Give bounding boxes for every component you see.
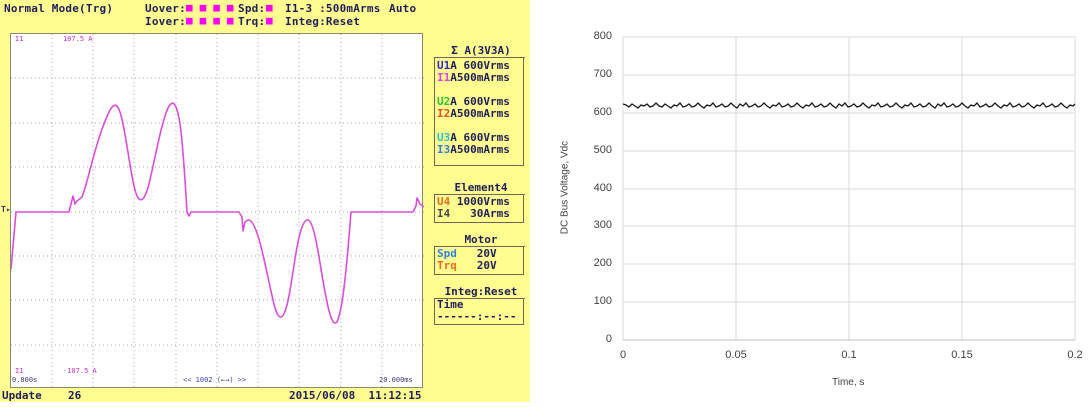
element4-box: U4 1000Vrms I4 30Arms (433, 194, 525, 223)
y-tick-200: 200 (593, 257, 612, 269)
sigma-row-i1: I1A500mArms (437, 72, 521, 84)
spd-indicator: ■ (266, 1, 273, 14)
y-tick-400: 400 (593, 182, 612, 194)
i4-range: 30Arms (450, 207, 510, 220)
sigma-row-u1: U1A 600Vrms (437, 60, 521, 72)
motor-title: Motor (464, 233, 498, 246)
x-tick-0-2: 0.2 (1067, 349, 1083, 361)
uover-indicator: ■ ■ ■ ■ (186, 1, 234, 14)
sigma-title: Σ A(3V3A) (451, 44, 511, 57)
u2-channel-label: U2 (437, 95, 451, 108)
i1-range: A500mArms (450, 71, 510, 84)
y-tick-700: 700 (593, 68, 612, 80)
oscilloscope-screen: Normal Mode(Trg) Uover: ■ ■ ■ ■ Spd: ■ I… (0, 0, 530, 402)
motor-row-trq: Trq 20V (437, 260, 521, 272)
y-tick-300: 300 (593, 219, 612, 231)
top-scale-value: 107.5 A (63, 35, 93, 43)
integ-box: Time ------:--:-- (433, 298, 525, 325)
iover-indicator: ■ ■ ■ ■ (186, 14, 234, 27)
i2-channel-label: I2 (437, 107, 451, 120)
y-axis-title: DC Bus Voltage, Vdc (559, 140, 571, 235)
sigma-row-u3: U3A 600Vrms (437, 132, 521, 144)
u1-range: A 600Vrms (450, 59, 510, 72)
x-tick-0-05: 0.05 (725, 349, 747, 361)
waveform-plot: I1 107.5 A I1 -107.5 A 0.000s << 1002 (←… (10, 33, 424, 389)
integ-time-value: ------:--:-- (437, 310, 517, 323)
current-trace (11, 102, 424, 324)
y-tick-600: 600 (593, 106, 612, 118)
bottom-scale-value: -107.5 A (63, 367, 97, 375)
sigma-box: U1A 600Vrms I1A500mArms U2A 600Vrms I2A5… (433, 57, 525, 166)
trq-channel-label: Trq (437, 259, 457, 272)
trq-indicator: ■ (266, 14, 273, 27)
iover-label: Iover: (145, 15, 186, 28)
y-tick-800: 800 (593, 30, 612, 42)
trq-label: Trq: (238, 15, 266, 28)
time-end: 20.000ms (379, 376, 413, 384)
i3-range: A500mArms (450, 143, 510, 156)
u2-range: A 600Vrms (450, 95, 510, 108)
u3-channel-label: U3 (437, 131, 451, 144)
record-navigator[interactable]: << 1002 (←→) >> (183, 376, 247, 384)
integ-title: Integ:Reset (444, 285, 518, 298)
x-tick-0-15: 0.15 (951, 349, 973, 361)
i2-range: A500mArms (450, 107, 510, 120)
sigma-row-u2: U2A 600Vrms (437, 96, 521, 108)
y-tick-500: 500 (593, 144, 612, 156)
trigger-marker-icon: T▸ (1, 205, 12, 214)
auto-label: Auto (389, 2, 417, 15)
x-tick-0: 0 (619, 349, 627, 361)
dc-chart-svg (622, 36, 1076, 341)
trq-range: 20V (456, 259, 497, 272)
uover-label: Uover: (145, 2, 186, 15)
time-start: 0.000s (12, 376, 38, 384)
x-axis-title: Time, s (832, 377, 865, 388)
scope-datetime: 2015/06/08 11:12:15 (289, 389, 422, 402)
x-tick-0-1: 0.1 (841, 349, 857, 361)
i3-channel-label: I3 (437, 143, 451, 156)
scope-mode: Normal Mode(Trg) (4, 2, 114, 15)
motor-box: Spd 20V Trq 20V (433, 246, 525, 275)
top-channel-label: I1 (15, 35, 24, 43)
i1-channel-label: I1 (437, 71, 451, 84)
i4-channel-label: I4 (437, 207, 451, 220)
dc-bus-voltage-chart: 800 700 600 500 400 300 200 100 0 0 0.05… (540, 0, 1090, 407)
u1-channel-label: U1 (437, 59, 451, 72)
u3-range: A 600Vrms (450, 131, 510, 144)
element-row-i4: I4 30Arms (437, 208, 521, 220)
update-count: 26 (68, 389, 82, 402)
range-label: I1-3 :500mArms (285, 2, 381, 15)
sigma-row-i2: I2A500mArms (437, 108, 521, 120)
spd-label: Spd: (238, 2, 266, 15)
update-label: Update (2, 389, 42, 402)
bottom-channel-label: I1 (15, 367, 24, 375)
sigma-row-i3: I3A500mArms (437, 144, 521, 156)
y-tick-0: 0 (605, 333, 612, 345)
integ-status: Integ:Reset (285, 15, 361, 28)
waveform-svg (11, 34, 424, 389)
y-tick-100: 100 (593, 295, 612, 307)
element4-title: Element4 (454, 181, 508, 194)
dc-voltage-trace (622, 102, 1076, 109)
dc-chart-gridlines (622, 36, 1076, 340)
